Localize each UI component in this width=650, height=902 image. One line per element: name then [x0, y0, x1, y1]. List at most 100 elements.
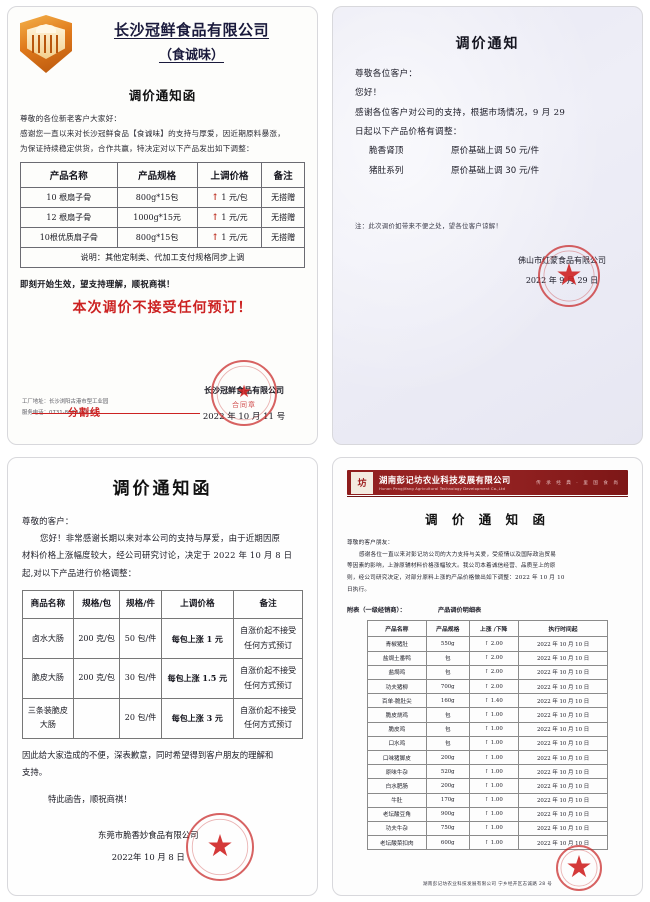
doc1-brand-name: （食诚味） — [158, 48, 224, 63]
cell-price-change: ↑ 1.00 — [468, 835, 519, 851]
doc2-item-row: 脆香肾顶 原价基础上调 50 元/件 — [355, 142, 620, 161]
col-product-spec: 产品规格 — [426, 619, 470, 638]
price-value: 1 元/元 — [221, 233, 248, 243]
doc3-body-line-3: 起,对以下产品进行价格调整： — [22, 567, 137, 578]
cell-effective-date: 2022 年 10 月 10 日 — [517, 650, 609, 666]
table-row: 老坛酸豆角 900g ↑ 1.00 2022 年 10 月 10 日 — [366, 806, 609, 822]
col-price-increase: 上调价格 — [196, 162, 263, 189]
doc2-item-row: 猪肚系列 原价基础上调 30 元/件 — [355, 162, 620, 181]
price-notice-document-3: 调价通知函 尊敬的客户： 您好！非常感谢长期以来对本公司的支持与厚爱，由于近期因… — [7, 457, 318, 896]
cell-product-spec: 900g — [426, 806, 470, 822]
doc4-attach-title: 产品调价明细表 — [437, 606, 482, 614]
up-arrow-icon: ↑ — [484, 782, 490, 789]
table-row: 脆皮大肠 200 克/包 30 包/件 每包上涨 1.5 元 自涨价起不接受 任… — [22, 658, 303, 699]
doc4-banner-company-cn: 湖南彭记坊农业科技发展有限公司 — [379, 475, 511, 485]
cell-product-spec: 550g — [426, 636, 470, 652]
cell-price-change: ↑ 1.00 — [468, 792, 519, 808]
cell-spec-pack: 200 克/包 — [72, 658, 121, 699]
cell-product-spec: 200g — [426, 778, 470, 794]
doc4-brand-logo-icon: 坊 — [351, 471, 373, 494]
cell-product-name: 牛肚 — [366, 792, 428, 808]
price-change-value: 1.00 — [490, 754, 503, 761]
doc3-red-company-stamp: ★ — [186, 813, 254, 881]
cell-product-spec: 520g — [426, 764, 470, 780]
up-arrow-icon: ↑ — [211, 193, 219, 204]
doc3-sign-company: 东莞市脆香妙食品有限公司 — [98, 830, 199, 840]
doc4-greeting: 尊敬的客户朋友： — [347, 540, 394, 546]
cell-price-change: ↑ 1.00 — [468, 735, 519, 751]
cell-effective-date: 2022 年 10 月 10 日 — [517, 735, 609, 751]
doc2-item-name: 脆香肾顶 — [369, 146, 404, 157]
doc1-footer-contact: 工厂地址：长沙浏阳古港市型工业园 服务电话：0731-86744XXX — [22, 397, 108, 418]
cell-effective-date: 2022 年 10 月 10 日 — [517, 679, 609, 695]
doc1-header: 长沙冠鲜食品有限公司 （食诚味） — [20, 13, 305, 75]
up-arrow-icon: ↑ — [484, 754, 490, 761]
up-arrow-icon: ↑ — [484, 669, 490, 676]
col-change: 上涨 /下降 — [468, 619, 519, 638]
cell-product-name: 盐焗鸡 — [366, 664, 428, 681]
doc4-body-line-3: 则，经公司研究决定，对部分原料上涨的产品价格做出如下调整：2022 年 10 月… — [347, 575, 565, 582]
table-row: 口水鸡包 ↑ 1.00 2022 年 10 月 10 日 — [366, 735, 609, 751]
col-spec-per-case: 规格/件 — [119, 589, 162, 620]
cell-product-name: 脆皮烧鸡 — [366, 707, 428, 723]
doc4-attach-label: 附表（一级经销商）： — [347, 606, 406, 614]
doc4-price-detail-table: 产品名称 产品规格 上涨 /下降 执行时间起 青椒猪肚 550g ↑ 2.00 202… — [366, 619, 609, 851]
cell-effective-date: 2022 年 10 月 10 日 — [517, 749, 609, 766]
table-row: 口味猪脚皮 200g ↑ 1.00 2022 年 10 月 10 日 — [366, 749, 609, 766]
table-row: 功夫牛杂 750g ↑ 1.00 2022 年 10 月 10 日 — [366, 820, 609, 837]
doc3-title: 调价通知函 — [112, 479, 213, 499]
cell-price-change: ↑ 1.00 — [468, 806, 519, 822]
doc-cell-2: 调价通知 尊敬各位客户： 您好！ 感谢各位客户对公司的支持，根据市场情况，9 月… — [325, 0, 650, 451]
up-arrow-icon: ↑ — [484, 655, 490, 662]
cell-effective-date: 2022 年 10 月 10 日 — [517, 664, 609, 681]
doc2-item-change: 原价基础上调 50 元/件 — [451, 146, 540, 157]
col-product-name: 产品名称 — [20, 162, 118, 189]
cell-product-name: 老坛酸豆角 — [366, 806, 428, 822]
cell-remark: 自涨价起不接受 任何方式预订 — [233, 658, 303, 699]
col-goods-name: 商品名称 — [22, 589, 74, 620]
up-arrow-icon: ↑ — [484, 825, 490, 832]
doc3-sign-date: 2022年 10 月 8 日 — [111, 852, 185, 862]
col-effective-date: 执行时间起 — [517, 619, 609, 638]
doc1-table-note: 说明：其他定制类、代加工支付规格同步上调 — [20, 247, 305, 269]
doc-cell-4: 坊 湖南彭记坊农业科技发展有限公司 Hunan Pengjifang Agric… — [325, 451, 650, 902]
cell-price-increase: ↑ 1 元/元 — [196, 207, 263, 229]
doc4-banner-text: 湖南彭记坊农业科技发展有限公司 Hunan Pengjifang Agricul… — [373, 474, 511, 491]
cell-product-spec: 800g*15包 — [116, 187, 198, 209]
doc2-title: 调价通知 — [455, 36, 520, 52]
table-row: 白水肥肠 200g ↑ 1.00 2022 年 10 月 10 日 — [366, 778, 609, 794]
cell-spec-pack: 200 克/包 — [72, 618, 121, 660]
table-row: 百单-脆肚尖 160g ↑ 1.40 2022 年 10 月 10 日 — [366, 693, 609, 709]
cell-effective-date: 2022 年 10 月 10 日 — [517, 792, 609, 808]
doc4-banner-company-en: Hunan Pengjifang Agricultural Technology… — [379, 487, 506, 491]
cell-price-increase: 每包上涨 3 元 — [160, 697, 235, 739]
cell-product-spec: 包 — [426, 721, 470, 737]
cell-price-change: ↑ 1.00 — [468, 764, 519, 780]
cell-price-change: ↑ 1.00 — [468, 707, 519, 723]
doc2-body-line-2: 日起以下产品价格有调整： — [355, 126, 462, 137]
doc4-red-company-stamp: ★ — [556, 845, 602, 891]
doc-cell-1: 长沙冠鲜食品有限公司 （食诚味） 调价通知函 尊敬的各位新老客户大家好： 感谢您… — [0, 0, 325, 451]
price-notice-document-2: 调价通知 尊敬各位客户： 您好！ 感谢各位客户对公司的支持，根据市场情况，9 月… — [332, 6, 643, 445]
up-arrow-icon: ↑ — [484, 740, 490, 747]
cell-product-spec: 200g — [426, 749, 470, 766]
doc1-service-phone: 服务电话：0731-86744XXX — [22, 408, 108, 418]
cell-effective-date: 2022 年 10 月 10 日 — [517, 636, 609, 652]
cell-product-name: 脆皮鸡 — [366, 721, 428, 737]
doc1-stamp-text: 合同章 — [232, 401, 256, 410]
table-header-row: 产品名称 产品规格 上调价格 备注 — [20, 162, 305, 189]
cell-product-name: 口水鸡 — [366, 735, 428, 751]
cell-price-increase: ↑ 1 元/元 — [196, 227, 263, 249]
cell-price-change: ↑ 2.00 — [468, 636, 519, 652]
up-arrow-icon: ↑ — [211, 213, 219, 224]
cell-price-change: ↑ 2.00 — [468, 650, 519, 666]
doc3-body-line-2: 材料价格上涨幅度较大，经公司研究讨论，决定于 2022 年 10 月 8 日 — [22, 550, 293, 561]
doc2-greeting: 尊敬各位客户： — [355, 69, 418, 79]
doc4-attachment-header: 附表（一级经销商）： 产品调价明细表 — [347, 605, 628, 614]
cell-effective-date: 2022 年 10 月 10 日 — [517, 764, 609, 780]
doc1-body-line-1: 感谢您一直以来对长沙冠鲜食品【食诚味】的支持与厚爱，因近期原料暴涨， — [20, 128, 285, 138]
cell-product-name: 口味猪脚皮 — [366, 749, 428, 766]
cell-price-change: ↑ 2.00 — [468, 664, 519, 681]
doc1-factory-address: 工厂地址：长沙浏阳古港市型工业园 — [22, 399, 109, 406]
